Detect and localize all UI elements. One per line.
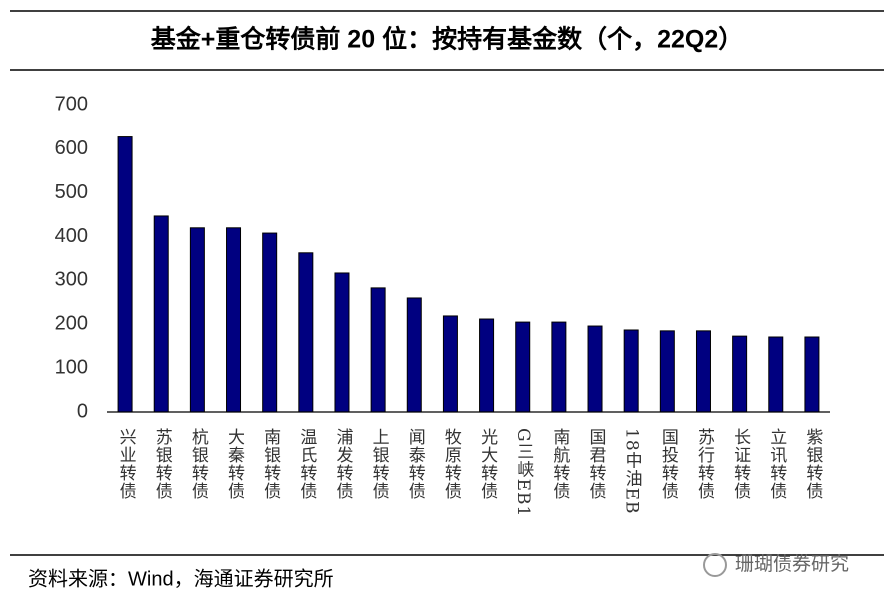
bar xyxy=(298,252,314,413)
bar xyxy=(189,227,205,413)
y-tick-label: 500 xyxy=(55,181,88,203)
x-tick-label: 浦发转债 xyxy=(332,428,353,500)
source-note: 资料来源：Wind，海通证券研究所 xyxy=(28,567,334,590)
bar xyxy=(695,330,711,413)
x-tick-label: 光大转债 xyxy=(477,428,498,500)
x-tick-label: 南航转债 xyxy=(549,428,570,500)
bar xyxy=(442,315,458,413)
x-tick-label: 18中油EB xyxy=(622,428,643,515)
watermark-icon xyxy=(703,553,727,577)
bar xyxy=(515,321,531,413)
x-tick-label: 闻泰转债 xyxy=(405,428,426,500)
bar xyxy=(262,232,278,413)
chart-title: 基金+重仓转债前 20 位：按持有基金数（个，22Q2） xyxy=(151,25,743,54)
y-tick-label: 200 xyxy=(55,313,88,335)
x-tick-label: 兴业转债 xyxy=(116,428,137,500)
bar xyxy=(370,287,386,413)
x-tick-label: 杭银转债 xyxy=(188,428,209,500)
y-tick-label: 0 xyxy=(77,400,88,422)
x-tick-label: 上银转债 xyxy=(369,428,390,500)
x-tick-label: 温氏转债 xyxy=(296,428,317,500)
bar xyxy=(406,297,422,413)
x-tick-label: 南银转债 xyxy=(260,428,281,500)
watermark: 珊瑚债券研究 xyxy=(735,553,849,575)
bar xyxy=(551,321,567,413)
bar xyxy=(117,136,133,413)
y-tick-label: 300 xyxy=(55,269,88,291)
x-tick-label: 苏银转债 xyxy=(152,428,173,500)
bar xyxy=(226,227,242,413)
x-tick-label: 大秦转债 xyxy=(224,428,245,500)
x-tick-label: 苏行转债 xyxy=(694,428,715,500)
bar xyxy=(623,329,639,413)
y-tick-label: 100 xyxy=(55,356,88,378)
y-tick-label: 400 xyxy=(55,225,88,247)
x-tick-label: 国君转债 xyxy=(586,428,607,500)
x-tick-label: 国投转债 xyxy=(658,428,679,500)
x-tick-label: 牧原转债 xyxy=(441,428,462,500)
bar xyxy=(153,215,169,413)
bar xyxy=(732,335,748,413)
y-tick-label: 600 xyxy=(55,137,88,159)
x-tick-label: G三峡EB1 xyxy=(513,428,533,517)
bar xyxy=(479,318,495,413)
x-tick-label: 立讯转债 xyxy=(766,428,787,500)
bar xyxy=(659,330,675,413)
bar xyxy=(334,272,350,413)
x-tick-label: 长证转债 xyxy=(730,428,751,500)
y-tick-label: 700 xyxy=(55,93,88,115)
bar xyxy=(804,336,820,413)
bar xyxy=(587,325,603,413)
bar xyxy=(768,336,784,413)
x-tick-label: 紫银转债 xyxy=(802,428,823,500)
